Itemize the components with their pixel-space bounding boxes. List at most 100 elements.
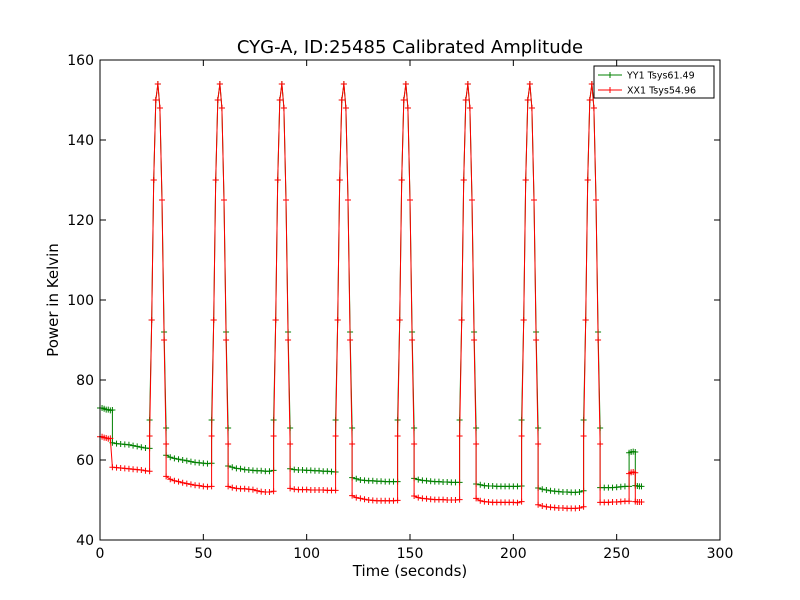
data-point	[187, 481, 194, 488]
data-point	[477, 497, 484, 504]
data-point	[402, 81, 409, 87]
data-point	[539, 486, 546, 493]
data-point	[138, 467, 145, 473]
data-point	[543, 487, 550, 493]
data-point	[210, 317, 217, 323]
data-point	[266, 468, 273, 475]
data-point	[163, 441, 170, 447]
data-point	[595, 337, 602, 343]
data-point	[161, 337, 168, 343]
data-point	[146, 468, 153, 475]
data-point	[518, 433, 525, 439]
data-point	[146, 433, 153, 439]
data-point	[212, 177, 219, 183]
data-point	[134, 443, 141, 450]
data-point	[586, 97, 593, 103]
data-point	[332, 433, 339, 439]
data-point	[353, 494, 360, 501]
data-point	[130, 442, 137, 449]
data-point	[218, 105, 225, 111]
data-point	[179, 457, 186, 463]
data-point	[276, 97, 283, 103]
data-point	[183, 480, 190, 487]
data-point	[396, 317, 403, 323]
data-point	[520, 317, 527, 323]
data-point	[237, 465, 244, 472]
data-point	[349, 492, 356, 499]
legend-label: XX1 Tsys54.96	[627, 86, 696, 97]
data-point	[336, 177, 343, 183]
data-point	[357, 495, 364, 502]
data-point	[584, 177, 591, 183]
data-point	[159, 197, 165, 203]
x-tick-label: 200	[500, 546, 527, 562]
data-point	[353, 475, 360, 482]
data-point	[415, 476, 422, 483]
data-point	[471, 337, 478, 343]
data-point	[466, 105, 473, 111]
data-point	[361, 496, 368, 503]
data-point	[138, 444, 145, 451]
data-point	[340, 81, 347, 87]
data-point	[278, 81, 285, 87]
legend-marker	[607, 72, 613, 78]
data-point	[638, 499, 645, 505]
data-point	[347, 337, 354, 343]
data-point	[582, 317, 589, 323]
y-axis-label: Power in Kelvin	[44, 243, 62, 357]
data-point	[415, 494, 422, 501]
data-point	[473, 495, 480, 502]
data-point	[208, 483, 215, 490]
chart-title: CYG-A, ID:25485 Calibrated Amplitude	[237, 37, 583, 58]
data-point	[477, 481, 484, 488]
data-point	[626, 498, 633, 505]
y-tick-label: 80	[76, 373, 94, 389]
data-point	[109, 407, 116, 413]
legend-box	[593, 65, 715, 99]
data-point	[208, 433, 215, 439]
data-point	[535, 501, 542, 508]
x-tick-label: 50	[194, 546, 212, 562]
data-point	[225, 441, 232, 447]
data-point	[462, 97, 469, 103]
series-layer	[97, 81, 645, 512]
data-point	[179, 479, 186, 486]
data-point	[270, 488, 277, 495]
y-tick-label: 120	[67, 213, 94, 229]
data-point	[409, 337, 416, 343]
data-point	[274, 177, 281, 183]
data-point	[411, 441, 418, 447]
data-point	[469, 197, 475, 203]
data-point	[154, 81, 161, 87]
data-point	[272, 317, 279, 323]
x-tick-label: 150	[397, 546, 424, 562]
data-point	[456, 433, 463, 439]
data-point	[638, 483, 645, 490]
data-point	[249, 486, 256, 493]
x-axis-label: Time (seconds)	[352, 562, 468, 580]
data-point	[349, 441, 356, 447]
data-point	[597, 441, 604, 447]
y-tick-label: 140	[67, 133, 94, 149]
data-point	[175, 456, 182, 463]
data-point	[171, 455, 178, 462]
data-point	[171, 477, 178, 484]
data-point	[163, 473, 170, 480]
data-point	[533, 337, 540, 343]
legend-label: YY1 Tsys61.49	[626, 71, 695, 82]
data-point	[221, 197, 227, 203]
data-point	[526, 81, 533, 87]
data-point	[283, 197, 289, 203]
data-point	[539, 503, 546, 509]
data-point	[150, 177, 157, 183]
data-point	[229, 464, 236, 471]
data-point	[287, 485, 294, 492]
data-point	[183, 457, 190, 464]
data-point	[125, 441, 132, 448]
data-point	[580, 503, 587, 510]
data-point	[175, 478, 182, 485]
x-tick-label: 0	[96, 546, 105, 562]
data-point	[407, 197, 413, 203]
data-point	[460, 177, 467, 183]
